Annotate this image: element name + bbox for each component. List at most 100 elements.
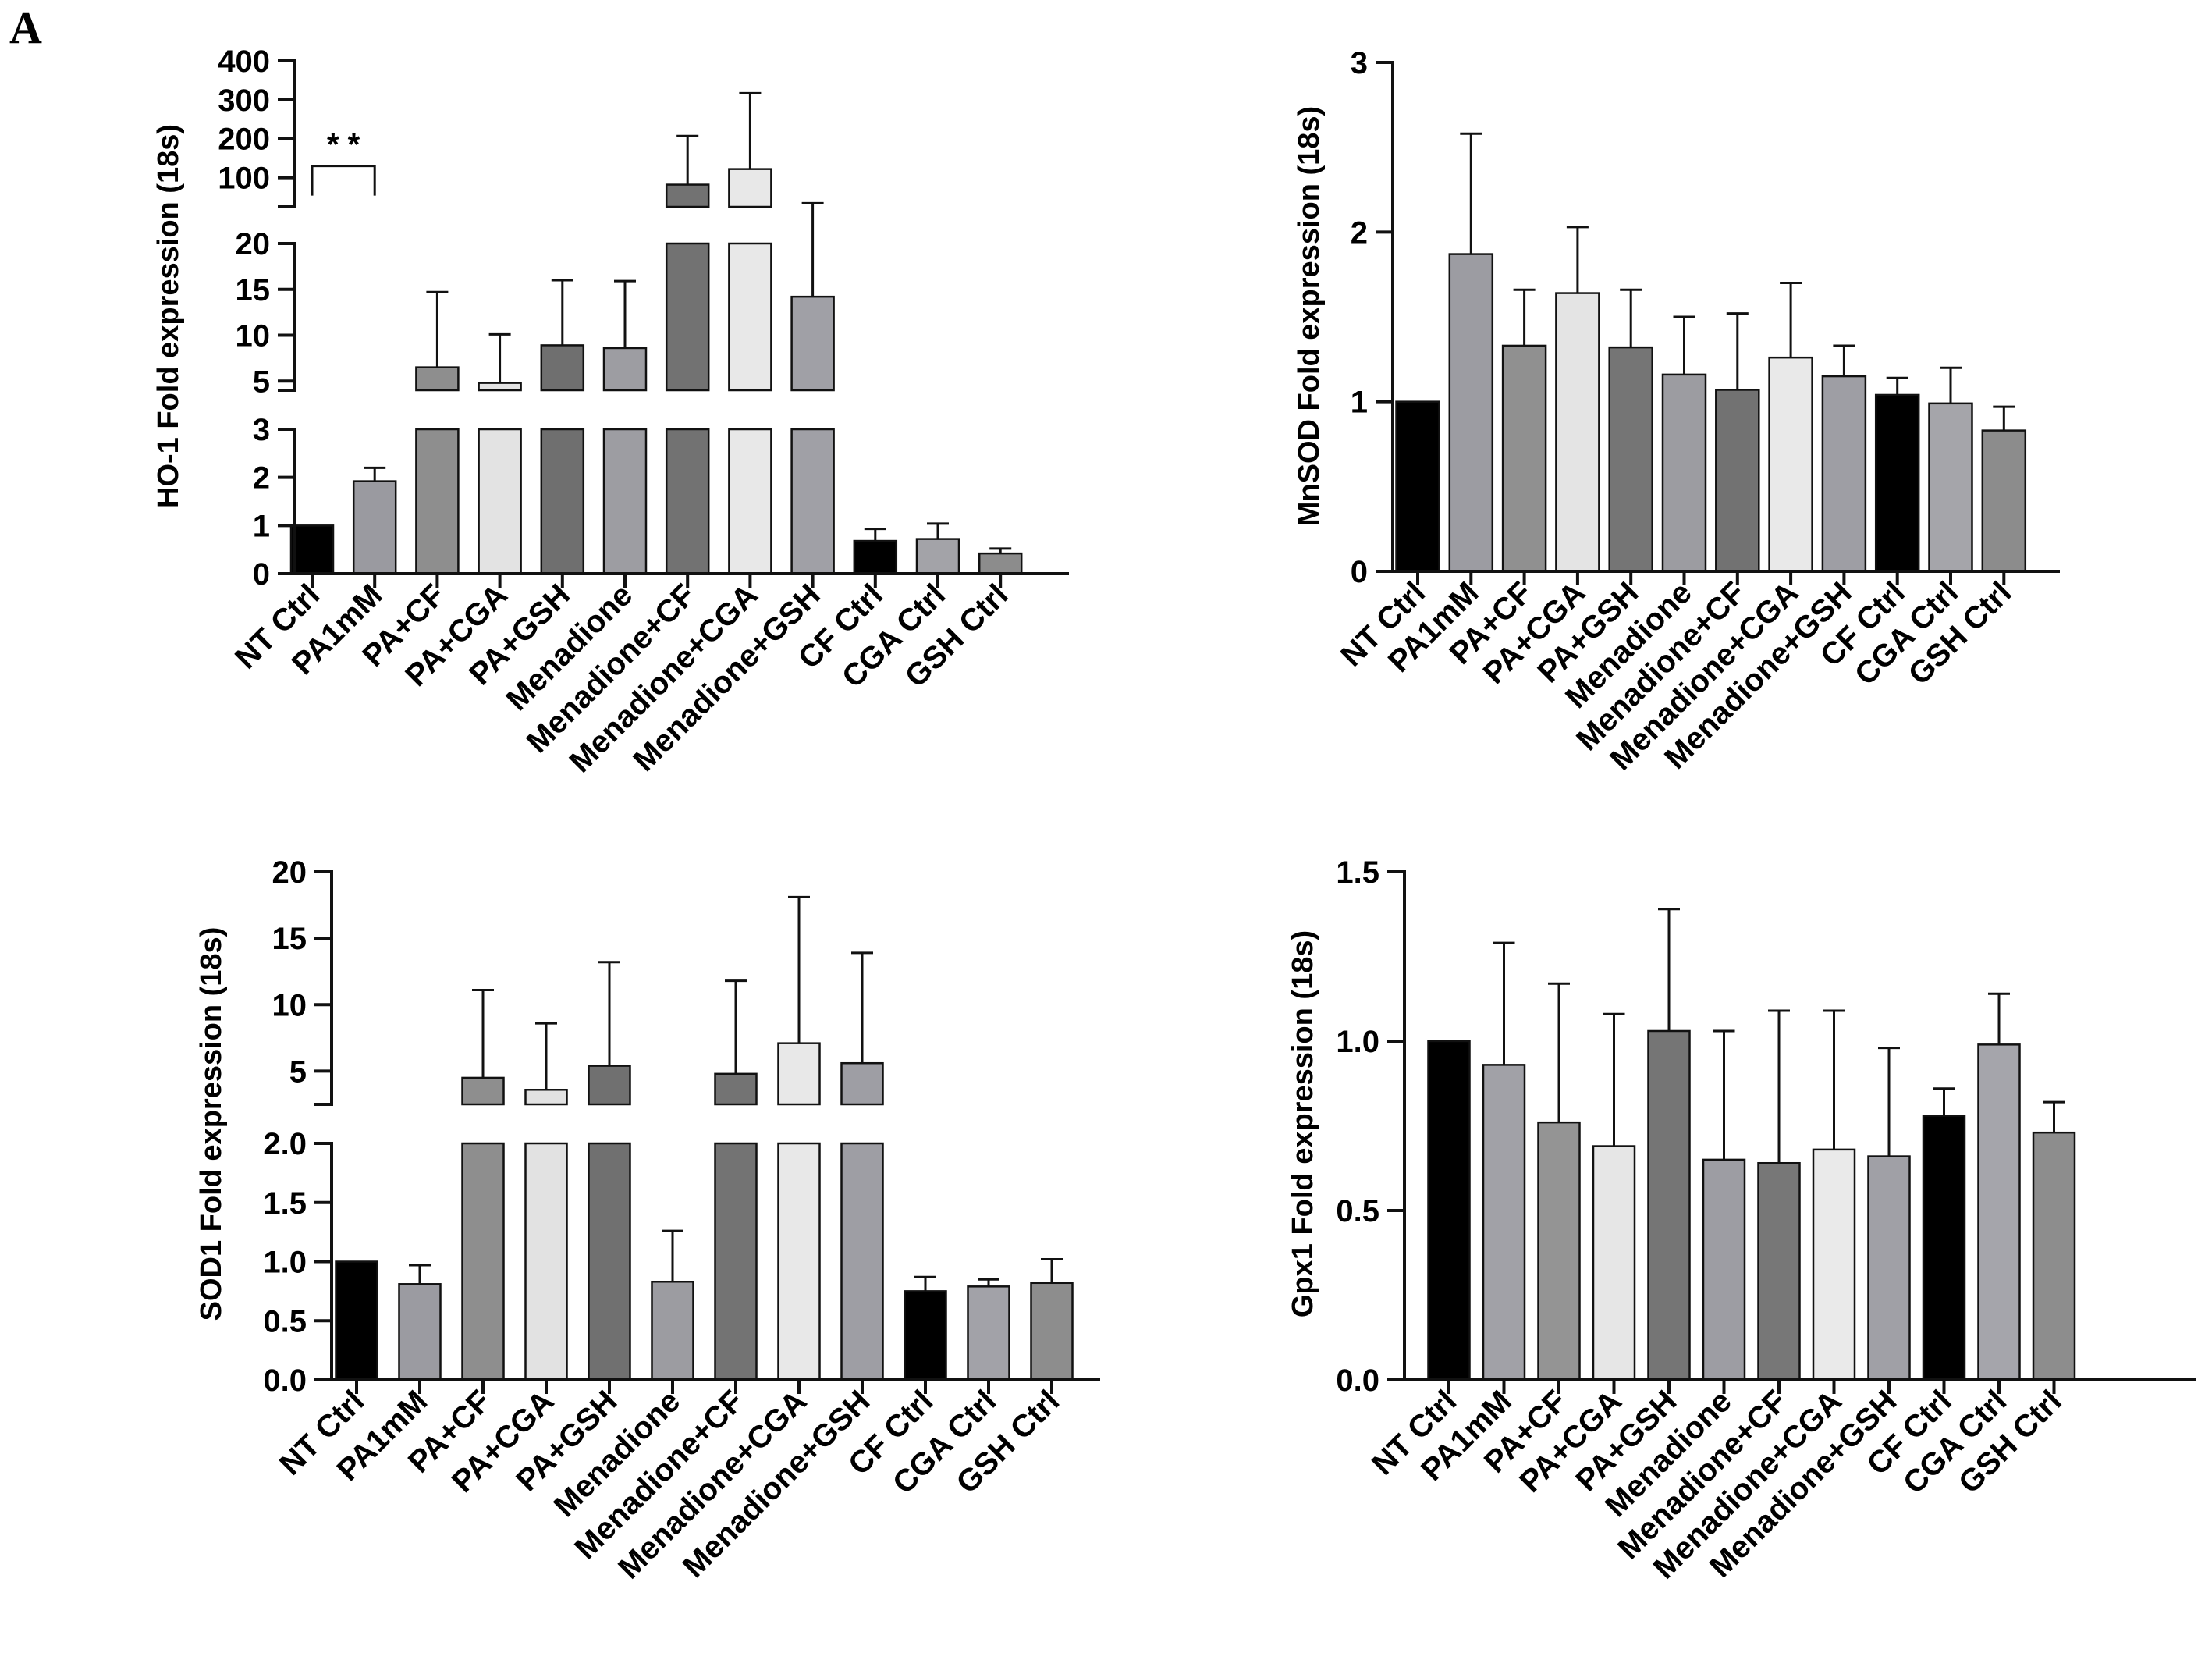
bar-ho1-8 bbox=[790, 428, 835, 575]
y-tick-label: 1 bbox=[253, 509, 270, 543]
bar-sod1-3 bbox=[524, 1142, 568, 1381]
bar-mnsod-7 bbox=[1768, 356, 1813, 573]
bar-sod1-4 bbox=[588, 1142, 631, 1381]
y-tick-label: 3 bbox=[1351, 46, 1368, 80]
bar-sod1-7 bbox=[777, 1142, 821, 1381]
bar-sod1-6 bbox=[714, 1072, 758, 1106]
bar-ho1-0 bbox=[289, 524, 335, 575]
axis-break-band bbox=[300, 395, 1074, 425]
bar-sod1-6 bbox=[714, 1142, 758, 1381]
y-tick-label: 3 bbox=[253, 413, 270, 447]
bar-mnsod-10 bbox=[1928, 402, 1973, 573]
bar-sod1-11 bbox=[1030, 1282, 1074, 1381]
y-tick-label: 200 bbox=[218, 123, 270, 157]
axis-break-band bbox=[336, 1109, 1105, 1139]
bar-sod1-5 bbox=[651, 1281, 694, 1381]
bar-ho1-11 bbox=[978, 552, 1023, 575]
bar-ho1-2 bbox=[415, 366, 460, 392]
bar-sod1-2 bbox=[461, 1142, 505, 1381]
panel-label: A bbox=[9, 2, 42, 53]
bar-sod1-1 bbox=[398, 1283, 442, 1381]
y-tick-label: 100 bbox=[218, 162, 270, 196]
y-tick-label: 1.0 bbox=[263, 1246, 307, 1280]
bar-ho1-6 bbox=[665, 242, 710, 392]
y-tick-label: 2 bbox=[1351, 215, 1368, 250]
bar-ho1-10 bbox=[915, 538, 960, 575]
y-axis-label: HO-1 Fold expression (18s) bbox=[152, 124, 185, 508]
bar-ho1-4 bbox=[540, 428, 585, 575]
bar-sod1-0 bbox=[335, 1260, 378, 1381]
bar-gpx1-1 bbox=[1482, 1064, 1526, 1381]
bar-mnsod-4 bbox=[1608, 346, 1653, 573]
y-tick-label: 10 bbox=[272, 988, 307, 1022]
y-tick-label: 5 bbox=[253, 364, 270, 399]
y-axis-label: MnSOD Fold expression (18s) bbox=[1293, 106, 1326, 526]
y-tick-label: 0.5 bbox=[263, 1304, 307, 1339]
bar-ho1-5 bbox=[602, 428, 648, 575]
y-tick-label: 1.5 bbox=[263, 1186, 307, 1221]
bar-gpx1-0 bbox=[1427, 1040, 1471, 1381]
bar-sod1-3 bbox=[524, 1089, 568, 1106]
y-tick-label: 0.0 bbox=[263, 1363, 307, 1398]
bar-gpx1-11 bbox=[2032, 1131, 2076, 1381]
y-axis-label: SOD1 Fold expression (18s) bbox=[195, 927, 228, 1321]
y-tick-label: 0.5 bbox=[1336, 1194, 1379, 1228]
y-tick-label: 20 bbox=[236, 227, 271, 261]
bar-ho1-4 bbox=[540, 344, 585, 392]
bar-mnsod-11 bbox=[1981, 429, 2027, 573]
bar-sod1-8 bbox=[840, 1061, 884, 1106]
axis-break-band bbox=[300, 212, 1074, 239]
bar-ho1-1 bbox=[352, 480, 397, 575]
y-tick-label: 2 bbox=[253, 461, 270, 496]
bar-mnsod-2 bbox=[1501, 344, 1547, 573]
bar-ho1-3 bbox=[478, 428, 522, 575]
bar-mnsod-9 bbox=[1874, 393, 1920, 573]
bar-gpx1-2 bbox=[1537, 1121, 1581, 1381]
bar-sod1-9 bbox=[904, 1290, 947, 1381]
significance-bracket bbox=[311, 165, 376, 196]
y-tick-label: 15 bbox=[272, 922, 307, 956]
y-tick-label: 1.0 bbox=[1336, 1025, 1379, 1059]
bar-ho1-9 bbox=[853, 539, 898, 575]
ho1-chart: 0 1 2 3 5 10 15 20 100 200 300 400 HO-1 Fold express… bbox=[152, 44, 1074, 779]
bar-ho1-7 bbox=[728, 428, 772, 575]
bar-gpx1-6 bbox=[1757, 1161, 1801, 1381]
y-tick-label: 400 bbox=[218, 44, 270, 79]
bar-gpx1-3 bbox=[1592, 1145, 1636, 1381]
bar-sod1-10 bbox=[967, 1285, 1010, 1381]
y-tick-label: 15 bbox=[236, 273, 271, 308]
bar-gpx1-5 bbox=[1702, 1158, 1746, 1381]
y-tick-label: 1.5 bbox=[1336, 855, 1379, 890]
y-tick-label: 300 bbox=[218, 84, 270, 118]
bar-ho1-7 bbox=[728, 168, 772, 208]
bar-mnsod-6 bbox=[1715, 389, 1760, 573]
bar-ho1-6 bbox=[665, 428, 710, 575]
bar-mnsod-8 bbox=[1821, 375, 1867, 573]
bar-gpx1-7 bbox=[1812, 1148, 1856, 1381]
bar-ho1-7 bbox=[728, 242, 772, 392]
bar-mnsod-0 bbox=[1395, 400, 1440, 573]
significance-label: * * bbox=[327, 128, 360, 162]
y-tick-label: 2.0 bbox=[263, 1127, 307, 1161]
bar-ho1-5 bbox=[602, 347, 648, 392]
y-tick-label: 0 bbox=[253, 557, 270, 592]
y-tick-label: 20 bbox=[272, 855, 307, 890]
bar-ho1-8 bbox=[790, 295, 835, 392]
y-tick-label: 1 bbox=[1351, 386, 1368, 420]
sod1-chart: 0.0 0.5 1.0 1.5 2.0 5 10 15 20 SOD1 Fold expressi… bbox=[195, 855, 1105, 1585]
y-tick-label: 0.0 bbox=[1336, 1363, 1379, 1398]
bar-ho1-3 bbox=[478, 382, 522, 392]
bar-ho1-2 bbox=[415, 428, 460, 575]
bar-sod1-7 bbox=[777, 1042, 821, 1106]
bar-sod1-2 bbox=[461, 1076, 505, 1106]
bar-gpx1-9 bbox=[1922, 1115, 1966, 1381]
bar-gpx1-4 bbox=[1647, 1029, 1691, 1381]
bar-sod1-4 bbox=[588, 1065, 631, 1106]
bar-mnsod-5 bbox=[1661, 373, 1707, 573]
y-tick-label: 10 bbox=[236, 319, 271, 354]
y-tick-label: 0 bbox=[1351, 555, 1368, 589]
bar-mnsod-3 bbox=[1555, 292, 1600, 573]
